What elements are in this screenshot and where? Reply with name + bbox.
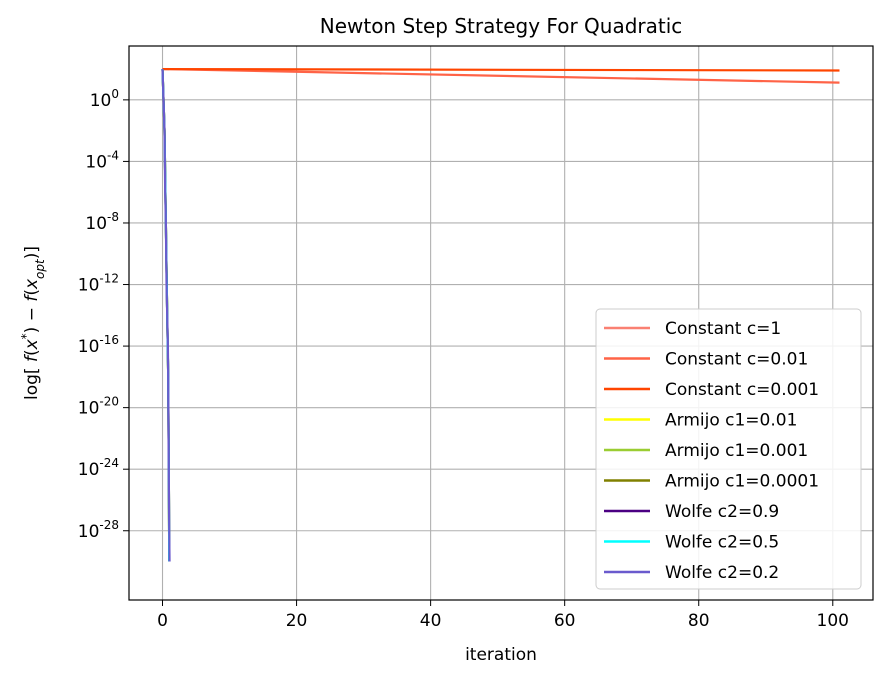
x-tick-label: 20 bbox=[286, 611, 308, 631]
x-tick-label: 60 bbox=[554, 611, 576, 631]
legend-label: Wolfe c2=0.5 bbox=[665, 533, 779, 553]
y-tick-label: 10-4 bbox=[85, 148, 119, 172]
legend-label: Wolfe c2=0.2 bbox=[665, 563, 779, 583]
y-tick-label: 10-8 bbox=[85, 210, 119, 234]
legend: Constant c=1 Constant c=0.01 Constant c=0.… bbox=[595, 308, 862, 590]
plot-lines bbox=[161, 67, 840, 562]
axis-ticks: 0 20 40 60 80 100 100 10-4 10-8 10-12 10-16 10-20 10… bbox=[78, 87, 849, 631]
y-tick-label: 100 bbox=[90, 87, 119, 111]
y-tick-label: 10-20 bbox=[78, 395, 119, 419]
x-tick-label: 80 bbox=[688, 611, 710, 631]
x-axis-label: iteration bbox=[465, 645, 537, 665]
y-tick-label: 10-12 bbox=[78, 272, 119, 296]
series-line-9 bbox=[161, 69, 171, 562]
legend-label: Armijo c1=0.001 bbox=[665, 441, 808, 461]
y-tick-label: 10-28 bbox=[78, 518, 119, 542]
legend-label: Armijo c1=0.01 bbox=[665, 411, 797, 431]
series-line-3 bbox=[162, 67, 840, 72]
chart-title: Newton Step Strategy For Quadratic bbox=[320, 14, 683, 38]
legend-label: Wolfe c2=0.9 bbox=[665, 502, 779, 522]
series-line-2 bbox=[162, 67, 840, 84]
y-tick-label: 10-24 bbox=[78, 456, 119, 480]
legend-label: Constant c=1 bbox=[665, 319, 781, 339]
legend-label: Constant c=0.001 bbox=[665, 380, 819, 400]
x-tick-label: 100 bbox=[817, 611, 849, 631]
legend-box bbox=[595, 308, 862, 590]
legend-label: Armijo c1=0.0001 bbox=[665, 472, 819, 492]
x-tick-label: 40 bbox=[420, 611, 442, 631]
y-tick-label: 10-16 bbox=[78, 333, 119, 357]
x-tick-label: 0 bbox=[157, 611, 168, 631]
plot-frame bbox=[128, 45, 874, 601]
legend-label: Constant c=0.01 bbox=[665, 350, 808, 370]
